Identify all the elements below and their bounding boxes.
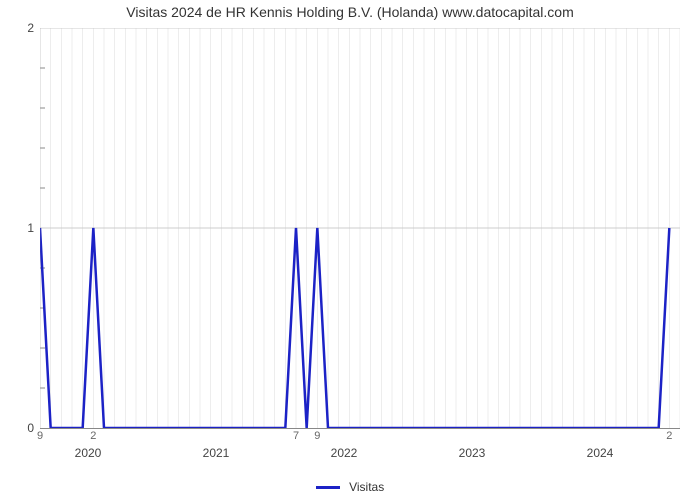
plot-svg bbox=[40, 28, 680, 428]
chart-title: Visitas 2024 de HR Kennis Holding B.V. (… bbox=[0, 4, 700, 20]
xtick-major-label: 2020 bbox=[75, 428, 102, 460]
xtick-major-label: 2021 bbox=[203, 428, 230, 460]
plot-area: 0122020202120222023202492792 bbox=[40, 28, 680, 429]
xtick-minor-label: 9 bbox=[314, 428, 320, 442]
ytick-label: 1 bbox=[27, 221, 40, 235]
xtick-major-label: 2022 bbox=[331, 428, 358, 460]
xtick-minor-label: 9 bbox=[37, 428, 43, 442]
legend-swatch bbox=[316, 486, 340, 489]
xtick-major-label: 2023 bbox=[459, 428, 486, 460]
ytick-label: 2 bbox=[27, 21, 40, 35]
chart-container: Visitas 2024 de HR Kennis Holding B.V. (… bbox=[0, 0, 700, 500]
xtick-minor-label: 2 bbox=[90, 428, 96, 442]
xtick-major-label: 2024 bbox=[587, 428, 614, 460]
legend: Visitas bbox=[0, 480, 700, 494]
xtick-minor-label: 7 bbox=[293, 428, 299, 442]
legend-label: Visitas bbox=[349, 480, 384, 494]
xtick-minor-label: 2 bbox=[666, 428, 672, 442]
